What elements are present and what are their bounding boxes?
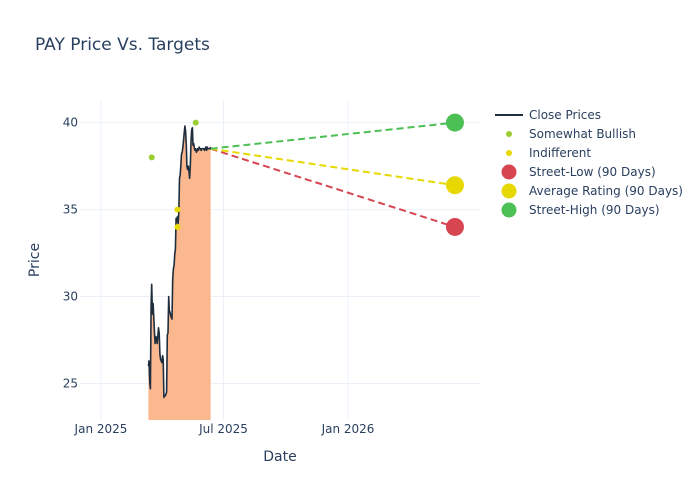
legend[interactable]: Close Prices Somewhat Bullish Indifferent S… — [495, 108, 683, 218]
legend-label: Average Rating (90 Days) — [529, 184, 683, 198]
indifferent-rating-point[interactable] — [174, 206, 181, 213]
y-tick-label: 25 — [63, 376, 78, 390]
x-tick-label: Jan 2026 — [321, 422, 375, 436]
street-low-90-days-target-line — [210, 147, 456, 228]
legend-label: Street-High (90 Days) — [529, 203, 660, 217]
legend-label: Street-Low (90 Days) — [529, 165, 656, 179]
legend-item-street-low-90-days[interactable]: Street-Low (90 Days) — [501, 164, 656, 180]
somewhat-bullish-rating-point[interactable] — [192, 119, 199, 126]
legend-item-indifferent[interactable]: Indifferent — [506, 146, 591, 160]
legend-item-somewhat-bullish[interactable]: Somewhat Bullish — [506, 127, 636, 141]
y-axis-title: Price — [27, 243, 43, 277]
close-price-line — [147, 125, 212, 399]
x-tick-label: Jul 2025 — [198, 422, 248, 436]
chart-title: PAY Price Vs. Targets — [35, 35, 210, 55]
x-axis-title: Date — [263, 449, 296, 465]
legend-swatch-dot — [506, 131, 512, 137]
average-rating-90-days-target-line — [210, 147, 456, 187]
legend-label: Somewhat Bullish — [529, 127, 636, 141]
legend-label: Close Prices — [529, 108, 601, 122]
y-tick-label: 35 — [63, 203, 78, 217]
street-high-90-days-target-line — [210, 121, 456, 150]
close-price-area — [148, 126, 211, 420]
rating-markers — [148, 113, 464, 236]
indifferent-rating-point[interactable] — [174, 223, 181, 230]
legend-swatch-circle — [501, 202, 517, 218]
axis-ticks: 25 30 35 40 Jan 2025 Jul 2025 Jan 2026 — [63, 116, 375, 436]
close-price-line-group — [147, 125, 212, 399]
legend-swatch-circle — [501, 183, 517, 199]
average-rating-90-days-target-marker[interactable] — [445, 176, 464, 195]
street-low-90-days-target-marker[interactable] — [445, 217, 464, 236]
grid — [80, 100, 480, 420]
y-tick-label: 30 — [63, 290, 78, 304]
street-high-90-days-target-marker[interactable] — [445, 113, 464, 132]
y-tick-label: 40 — [63, 116, 78, 130]
legend-swatch-dot — [506, 150, 512, 156]
legend-label: Indifferent — [529, 146, 591, 160]
legend-swatch-circle — [501, 164, 517, 180]
legend-item-street-high-90-days[interactable]: Street-High (90 Days) — [501, 202, 660, 218]
legend-item-average-rating-90-days[interactable]: Average Rating (90 Days) — [501, 183, 684, 199]
price-area — [148, 126, 211, 420]
target-lines — [210, 121, 456, 228]
legend-item-close-prices[interactable]: Close Prices — [495, 108, 601, 122]
x-tick-label: Jan 2025 — [74, 422, 128, 436]
somewhat-bullish-rating-point[interactable] — [148, 154, 155, 161]
